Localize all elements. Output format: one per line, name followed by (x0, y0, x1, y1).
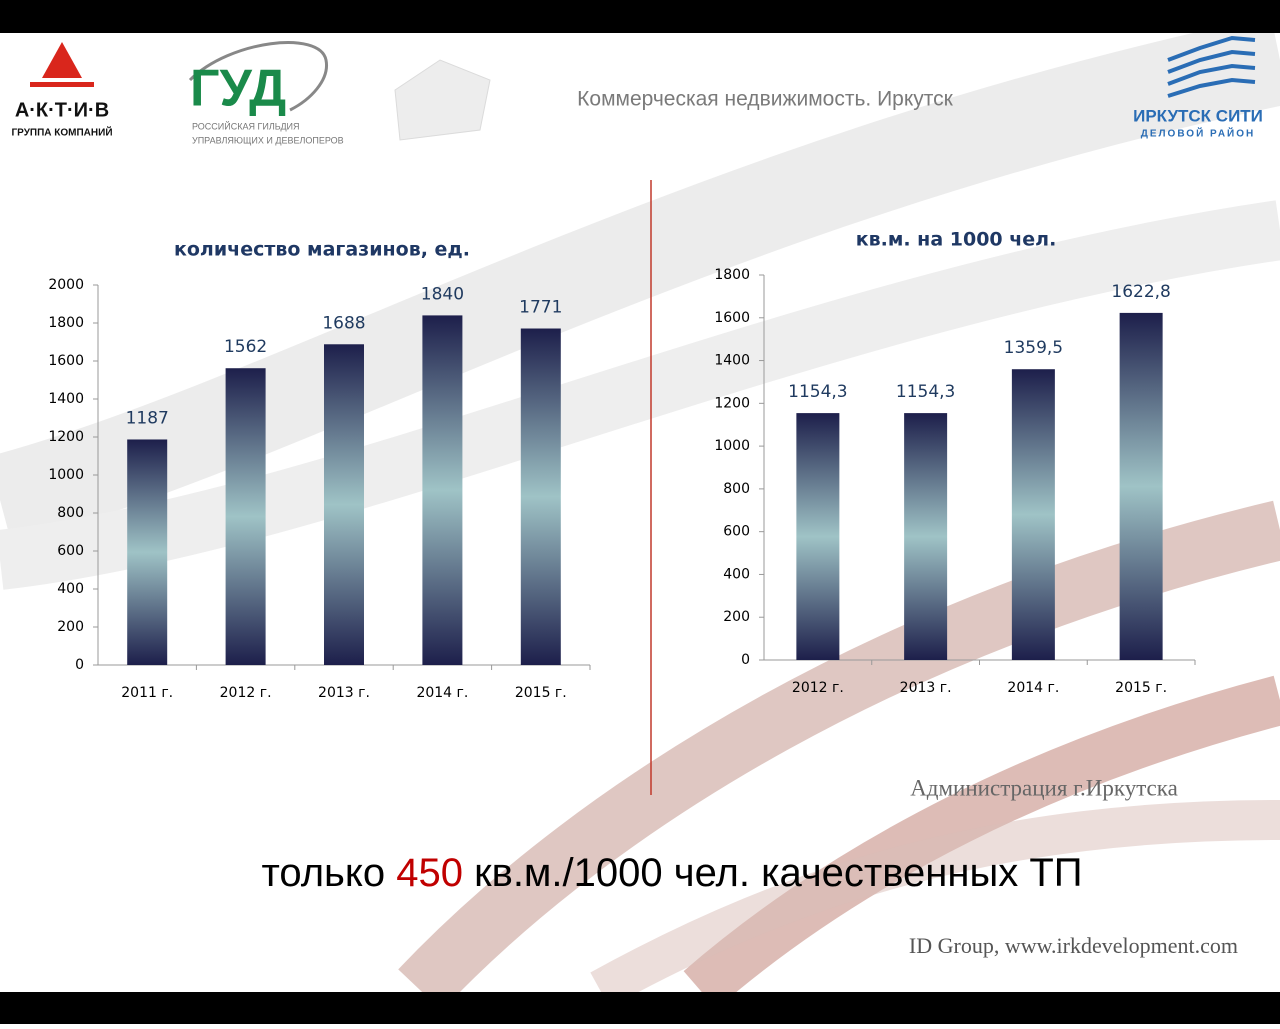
headline-part: кв.м./1000 чел. качественных ТП (463, 851, 1083, 895)
y-tick-label: 800 (723, 481, 750, 497)
y-tick-label: 400 (723, 566, 750, 582)
bar (127, 439, 168, 665)
bar (904, 413, 948, 660)
data-label: 1359,5 (1004, 338, 1063, 358)
data-label: 1562 (224, 337, 267, 357)
source: Администрация г.Иркутска (910, 775, 1178, 800)
y-tick-label: 1200 (714, 395, 750, 411)
y-tick-label: 1800 (714, 267, 750, 283)
x-tick-label: 2014 г. (1007, 680, 1059, 696)
y-tick-label: 600 (57, 543, 84, 559)
logo-gud: ГУД РОССИЙСКАЯ ГИЛЬДИЯ УПРАВЛЯЮЩИХ И ДЕВ… (188, 41, 344, 145)
x-tick-label: 2015 г. (1115, 680, 1167, 696)
bar (796, 413, 840, 660)
y-tick-label: 200 (723, 609, 750, 625)
y-tick-label: 1600 (48, 353, 84, 369)
x-tick-label: 2014 г. (416, 685, 468, 701)
data-label: 1187 (126, 408, 169, 428)
data-label: 1840 (421, 284, 464, 304)
x-tick-label: 2013 г. (318, 685, 370, 701)
x-tick-label: 2011 г. (121, 685, 173, 701)
footer: ID Group, www.irkdevelopment.com (909, 933, 1238, 958)
y-tick-label: 800 (57, 505, 84, 521)
chart: количество магазинов, ед. 0 200 400 600 800 10… (48, 239, 591, 701)
headline-part: только (261, 851, 396, 895)
logo-subtitle: ГРУППА КОМПАНИЙ (11, 126, 112, 139)
y-tick-label: 1800 (48, 315, 84, 331)
x-tick-label: 2013 г. (900, 680, 952, 696)
header-title: Коммерческая недвижимость. Иркутск (577, 88, 953, 111)
logo-subtitle: РОССИЙСКАЯ ГИЛЬДИЯ (192, 120, 300, 131)
y-tick-label: 1400 (48, 391, 84, 407)
headline-number: 450 (396, 851, 463, 895)
logo-subtitle: УПРАВЛЯЮЩИХ И ДЕВЕЛОПЕРОВ (192, 135, 344, 145)
data-label: 1154,3 (896, 382, 955, 402)
bar (1119, 312, 1163, 660)
x-tick-label: 2015 г. (515, 685, 567, 701)
logo-text: ГУД (190, 60, 286, 118)
y-tick-label: 200 (57, 619, 84, 635)
bottom-bar (0, 992, 1280, 1024)
y-tick-label: 400 (57, 581, 84, 597)
chart: кв.м. на 1000 чел. 0 200 400 600 800 1000 1200 1… (714, 229, 1196, 696)
data-label: 1771 (519, 298, 562, 318)
bar (422, 315, 463, 665)
y-tick-label: 1000 (714, 438, 750, 454)
y-tick-label: 600 (723, 524, 750, 540)
y-tick-label: 2000 (48, 277, 84, 293)
bar (1011, 369, 1055, 660)
x-tick-label: 2012 г. (220, 685, 272, 701)
y-tick-label: 1000 (48, 467, 84, 483)
logo-text: ИРКУТСК СИТИ (1133, 106, 1263, 125)
data-label: 1688 (322, 313, 365, 333)
headline: только 450 кв.м./1000 чел. качественных … (261, 851, 1082, 895)
bar (520, 328, 561, 665)
chart-title: кв.м. на 1000 чел. (856, 229, 1057, 251)
y-tick-label: 0 (741, 652, 750, 668)
logo-aktiv: А·К·Т·И·В ГРУППА КОМПАНИЙ (11, 42, 113, 139)
logo-subtitle: ДЕЛОВОЙ РАЙОН (1141, 127, 1256, 140)
bar (324, 344, 364, 665)
x-tick-label: 2012 г. (792, 680, 844, 696)
y-tick-label: 1400 (714, 353, 750, 369)
y-tick-label: 1200 (48, 429, 84, 445)
logo-irkutsk-city: ИРКУТСК СИТИ ДЕЛОВОЙ РАЙОН (1133, 35, 1263, 140)
logo-sketch (394, 59, 491, 141)
data-label: 1154,3 (788, 382, 847, 402)
data-label: 1622,8 (1111, 282, 1170, 302)
top-bar (0, 0, 1280, 33)
y-tick-label: 1600 (714, 310, 750, 326)
y-tick-label: 0 (75, 657, 84, 673)
bar (225, 368, 266, 665)
logo-text: А·К·Т·И·В (15, 99, 109, 121)
chart-title: количество магазинов, ед. (174, 239, 470, 261)
